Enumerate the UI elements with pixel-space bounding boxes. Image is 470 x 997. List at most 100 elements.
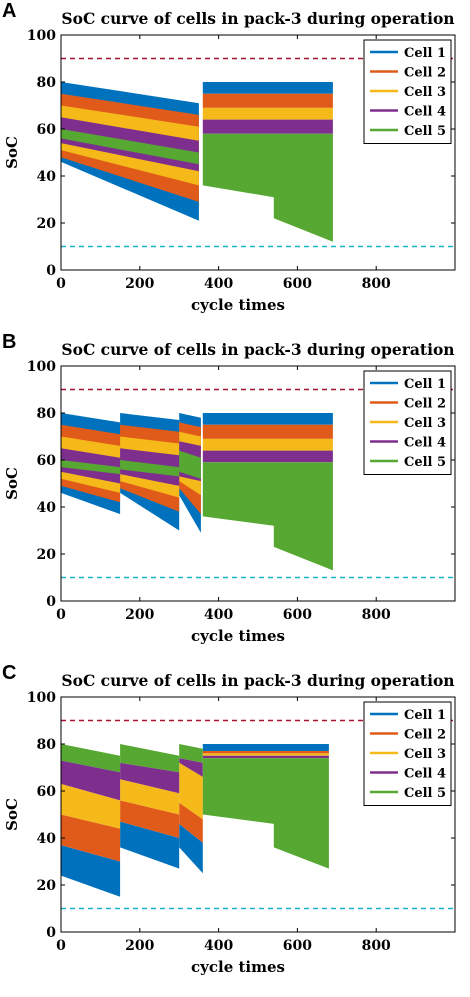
x-axis-label: cycle times: [191, 958, 285, 976]
y-tick-label: 80: [37, 75, 57, 91]
series-area-4-segment-2: [202, 119, 333, 134]
x-tick-label: 0: [56, 276, 66, 292]
chart-title: SoC curve of cells in pack-3 during oper…: [61, 671, 454, 690]
y-tick-label: 40: [37, 831, 57, 847]
series-area-1-segment-2: [120, 821, 180, 869]
x-tick-label: 200: [125, 276, 154, 292]
legend: Cell 1 Cell 2 Cell 3 Cell 4 Cell 5: [363, 39, 452, 144]
series-area-5-segment-3: [179, 744, 203, 763]
series-area-2-segment-2: [202, 93, 333, 108]
chart-svg: SoC curve of cells in pack-3 during oper…: [3, 9, 456, 314]
y-tick-label: 0: [46, 594, 56, 610]
series-area-3-segment-1: [61, 783, 121, 829]
legend-label-4: Cell 4: [404, 767, 446, 782]
x-tick-label: 0: [56, 607, 66, 623]
series-area-5-segment-3: [179, 450, 201, 479]
y-tick-label: 20: [37, 216, 57, 232]
y-axis-label: SoC: [3, 798, 21, 831]
x-tick-label: 200: [125, 938, 154, 954]
y-tick-label: 20: [37, 878, 57, 894]
series-area-1-segment-3: [179, 823, 203, 874]
panel-letter: B: [2, 331, 17, 353]
x-tick-label: 600: [283, 607, 312, 623]
legend-label-1: Cell 1: [404, 46, 446, 61]
legend: Cell 1 Cell 2 Cell 3 Cell 4 Cell 5: [363, 370, 452, 475]
axes-box: [60, 696, 456, 933]
y-tick-label: 20: [37, 547, 57, 563]
y-tick-label: 60: [37, 122, 57, 138]
series-area-1-segment-1: [61, 845, 121, 897]
chart-title: SoC curve of cells in pack-3 during oper…: [61, 340, 454, 359]
series-area-5-segment-2: [120, 460, 180, 477]
legend-label-3: Cell 3: [404, 416, 446, 431]
y-axis-label: SoC: [3, 467, 21, 500]
series-area-5-segment-2: [202, 133, 333, 242]
x-tick-label: 600: [283, 276, 312, 292]
chart-title: SoC curve of cells in pack-3 during oper…: [61, 9, 454, 28]
series-area-3-segment-4: [202, 438, 333, 451]
series-area-3-segment-4: [202, 753, 329, 756]
series-area-2-segment-1: [61, 814, 121, 862]
y-tick-label: 60: [37, 784, 57, 800]
legend-label-1: Cell 1: [404, 708, 446, 723]
series-area-2-segment-2: [120, 800, 180, 838]
x-tick-label: 800: [362, 276, 391, 292]
x-tick-label: 800: [362, 938, 391, 954]
series-area-1-segment-4: [202, 744, 329, 751]
y-tick-label: 60: [37, 453, 57, 469]
series-area-3-segment-2: [120, 779, 180, 815]
y-tick-label: 100: [27, 28, 56, 44]
y-tick-label: 100: [27, 690, 56, 706]
legend: Cell 1 Cell 2 Cell 3 Cell 4 Cell 5: [363, 701, 452, 806]
chart-svg: SoC curve of cells in pack-3 during oper…: [3, 671, 456, 976]
chart-panel-a: A SoC curve of cells in pack-3 during op…: [0, 0, 470, 331]
series-area-4-segment-4: [202, 755, 329, 759]
series-area-4-segment-2: [120, 762, 180, 794]
legend-label-3: Cell 3: [404, 85, 446, 100]
series-area-5-segment-1: [61, 129, 199, 165]
series-area-1-segment-2: [202, 82, 333, 94]
series-area-3-segment-3: [179, 762, 203, 820]
chart-svg: SoC curve of cells in pack-3 during oper…: [3, 340, 456, 645]
legend-label-5: Cell 5: [404, 455, 446, 470]
x-axis-label: cycle times: [191, 296, 285, 314]
legend-label-3: Cell 3: [404, 747, 446, 762]
y-tick-label: 40: [37, 169, 57, 185]
series-area-5-segment-4: [202, 462, 333, 571]
series-area-3-segment-2: [202, 107, 333, 120]
x-tick-label: 400: [204, 938, 233, 954]
x-tick-label: 0: [56, 938, 66, 954]
legend-label-2: Cell 2: [404, 728, 446, 743]
series-area-4-segment-3: [179, 758, 203, 777]
series-area-4-segment-4: [202, 450, 333, 463]
y-tick-label: 80: [37, 406, 57, 422]
series-area-2-segment-3: [179, 802, 203, 843]
legend-label-5: Cell 5: [404, 786, 446, 801]
x-tick-label: 400: [204, 276, 233, 292]
y-tick-label: 80: [37, 737, 57, 753]
y-tick-label: 40: [37, 500, 57, 516]
series-area-4-segment-1: [61, 760, 121, 801]
y-axis-label: SoC: [3, 136, 21, 169]
series-area-2-segment-4: [202, 751, 329, 754]
legend-label-2: Cell 2: [404, 66, 446, 81]
x-tick-label: 600: [283, 938, 312, 954]
x-tick-label: 400: [204, 607, 233, 623]
y-tick-label: 100: [27, 359, 56, 375]
series-area-1-segment-4: [202, 413, 333, 425]
axes-box: [60, 365, 456, 602]
x-tick-label: 800: [362, 607, 391, 623]
legend-label-1: Cell 1: [404, 377, 446, 392]
series-area-5-segment-1: [61, 460, 121, 475]
y-tick-label: 0: [46, 263, 56, 279]
series-area-5-segment-4: [202, 758, 329, 869]
chart-panel-b: B SoC curve of cells in pack-3 during op…: [0, 331, 470, 662]
series-area-5-segment-1: [61, 744, 121, 773]
x-tick-label: 200: [125, 607, 154, 623]
series-area-2-segment-4: [202, 424, 333, 439]
y-tick-label: 0: [46, 925, 56, 941]
axes-box: [60, 34, 456, 271]
legend-label-5: Cell 5: [404, 124, 446, 139]
panel-letter: A: [2, 0, 17, 22]
legend-label-2: Cell 2: [404, 397, 446, 412]
